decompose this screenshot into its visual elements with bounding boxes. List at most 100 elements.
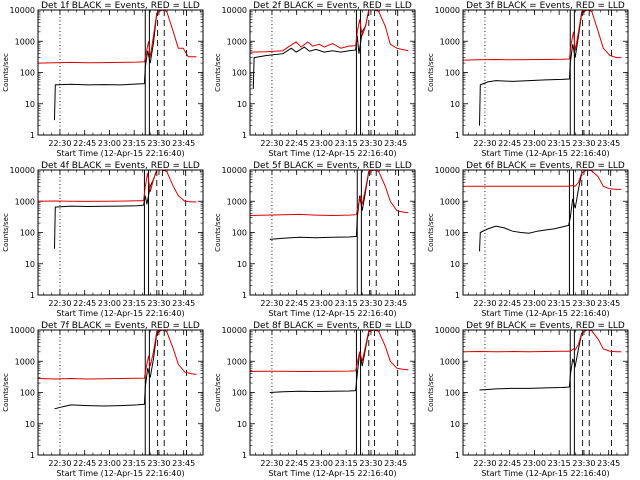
y-axis-label: Counts/sec: [2, 213, 10, 252]
x-tick-label: 22:30: [48, 299, 71, 308]
x-tick-label: 23:45: [172, 459, 195, 468]
y-tick-label: 10000: [435, 326, 460, 335]
x-tick-label: 23:15: [335, 299, 358, 308]
detector-panel-7: Det 7f BLACK = Events, RED = LLD Counts/s…: [2, 321, 204, 478]
events-series-line: [54, 330, 163, 410]
y-tick-label: 10000: [10, 166, 35, 175]
y-tick-label: 10: [450, 260, 460, 269]
x-tick-label: 22:30: [473, 299, 496, 308]
x-tick-label: 22:45: [498, 139, 521, 148]
y-axis-label: Counts/sec: [427, 53, 435, 92]
x-tick-label: 23:30: [147, 139, 170, 148]
lld-series-line: [250, 330, 409, 373]
y-tick-label: 1: [455, 451, 460, 460]
y-tick-label: 1000: [227, 37, 247, 46]
x-tick-label: 23:30: [572, 459, 595, 468]
y-tick-label: 10000: [222, 326, 247, 335]
x-tick-label: 23:30: [359, 139, 382, 148]
detector-panel-3: Det 3f BLACK = Events, RED = LLD Counts/s…: [427, 1, 629, 158]
y-tick-label: 1: [30, 291, 35, 300]
x-tick-label: 23:45: [384, 459, 407, 468]
panel-title: Det 7f BLACK = Events, RED = LLD: [41, 321, 200, 331]
plot-frame: [37, 169, 204, 296]
x-tick-label: 22:45: [73, 459, 96, 468]
events-series-line: [252, 10, 374, 89]
y-axis-label: Counts/sec: [214, 53, 222, 92]
y-tick-label: 100: [232, 229, 247, 238]
y-tick-label: 1: [455, 131, 460, 140]
x-tick-label: 23:30: [147, 459, 170, 468]
x-tick-label: 23:45: [597, 139, 620, 148]
y-tick-label: 1000: [15, 357, 35, 366]
y-tick-label: 1000: [440, 37, 460, 46]
x-tick-label: 23:15: [335, 139, 358, 148]
y-tick-label: 1000: [227, 357, 247, 366]
plot-frame: [462, 169, 629, 296]
x-tick-label: 23:30: [147, 299, 170, 308]
x-tick-label: 23:15: [335, 459, 358, 468]
panel-title: Det 9f BLACK = Events, RED = LLD: [466, 321, 625, 331]
y-tick-label: 100: [20, 69, 35, 78]
lld-series-line: [38, 330, 197, 380]
x-tick-label: 23:00: [523, 299, 546, 308]
x-tick-label: 23:15: [123, 299, 146, 308]
x-tick-label: 23:45: [384, 139, 407, 148]
x-tick-label: 22:45: [498, 459, 521, 468]
x-tick-label: 22:45: [285, 139, 308, 148]
x-axis-label: Start Time (12-Apr-15 22:16:40): [268, 309, 396, 318]
y-tick-label: 100: [20, 229, 35, 238]
x-tick-label: 22:30: [473, 459, 496, 468]
x-tick-label: 23:15: [123, 459, 146, 468]
y-tick-label: 1: [30, 131, 35, 140]
detector-panel-5: Det 5f BLACK = Events, RED = LLD Counts/s…: [214, 161, 416, 318]
x-tick-label: 22:45: [73, 139, 96, 148]
y-tick-label: 10000: [10, 326, 35, 335]
lld-series-line: [463, 10, 622, 61]
events-series-line: [269, 170, 374, 240]
x-axis-label: Start Time (12-Apr-15 22:16:40): [268, 149, 396, 158]
lld-series-line: [463, 330, 622, 353]
x-tick-label: 23:00: [98, 299, 121, 308]
x-tick-label: 23:15: [123, 139, 146, 148]
x-axis-label: Start Time (12-Apr-15 22:16:40): [481, 149, 609, 158]
x-tick-label: 23:30: [359, 299, 382, 308]
y-tick-label: 10: [25, 100, 35, 109]
x-tick-label: 23:00: [523, 139, 546, 148]
y-axis-label: Counts/sec: [214, 213, 222, 252]
lld-series-line: [250, 10, 409, 53]
plot-frame: [249, 329, 416, 456]
x-tick-label: 23:45: [597, 299, 620, 308]
x-axis-label: Start Time (12-Apr-15 22:16:40): [56, 309, 184, 318]
panel-title: Det 2f BLACK = Events, RED = LLD: [253, 1, 412, 11]
panel-title: Det 8f BLACK = Events, RED = LLD: [253, 321, 412, 331]
x-tick-label: 22:45: [285, 459, 308, 468]
lld-series-line: [463, 170, 622, 190]
x-tick-label: 23:15: [548, 299, 571, 308]
x-axis-label: Start Time (12-Apr-15 22:16:40): [56, 469, 184, 478]
x-tick-label: 23:30: [572, 299, 595, 308]
panel-title: Det 1f BLACK = Events, RED = LLD: [41, 1, 200, 11]
x-axis-label: Start Time (12-Apr-15 22:16:40): [268, 469, 396, 478]
x-tick-label: 23:45: [172, 299, 195, 308]
x-tick-label: 23:45: [172, 139, 195, 148]
detector-panel-6: Det 6f BLACK = Events, RED = LLD Counts/s…: [427, 161, 629, 318]
y-tick-label: 10: [237, 260, 247, 269]
y-tick-label: 1: [30, 451, 35, 460]
x-tick-label: 23:00: [98, 459, 121, 468]
panel-title: Det 5f BLACK = Events, RED = LLD: [253, 161, 412, 171]
y-axis-label: Counts/sec: [2, 53, 10, 92]
events-series-line: [54, 10, 166, 121]
y-tick-label: 10000: [222, 166, 247, 175]
y-tick-label: 1: [242, 131, 247, 140]
y-tick-label: 1000: [440, 197, 460, 206]
lld-series-line: [38, 10, 197, 64]
x-tick-label: 22:45: [498, 299, 521, 308]
x-tick-label: 23:45: [384, 299, 407, 308]
y-tick-label: 100: [232, 69, 247, 78]
x-axis-label: Start Time (12-Apr-15 22:16:40): [481, 309, 609, 318]
y-tick-label: 1: [242, 291, 247, 300]
x-tick-label: 22:45: [285, 299, 308, 308]
events-series-line: [269, 330, 374, 393]
plot-frame: [462, 9, 629, 136]
